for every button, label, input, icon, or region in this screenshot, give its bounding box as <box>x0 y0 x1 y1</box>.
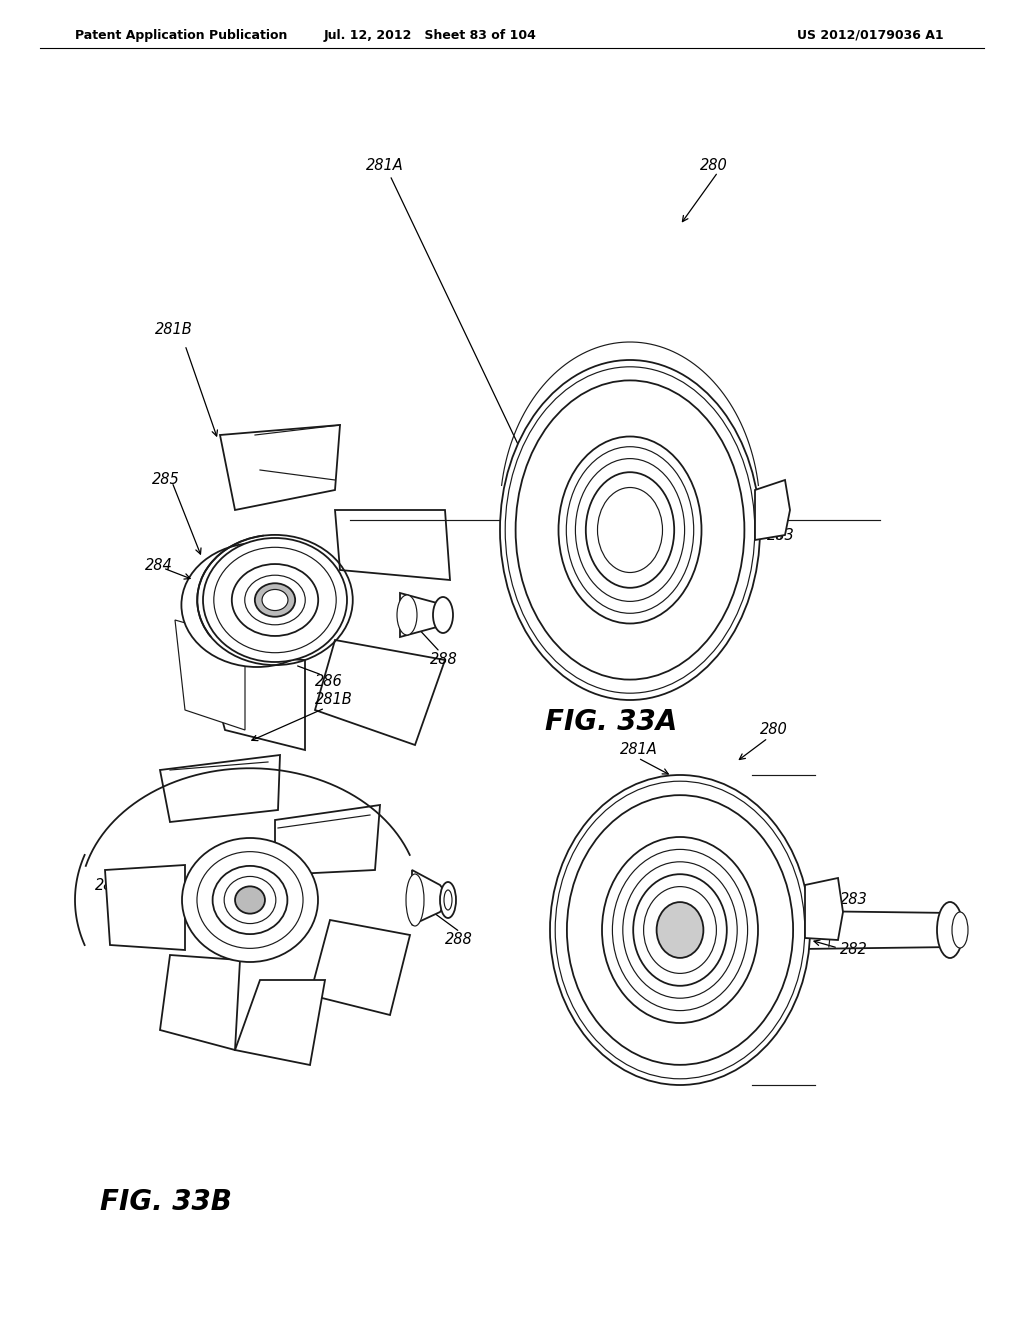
Text: 283: 283 <box>840 892 867 908</box>
Text: 281B: 281B <box>155 322 193 338</box>
Text: 281B: 281B <box>315 693 352 708</box>
Text: 281A: 281A <box>367 157 534 477</box>
Ellipse shape <box>245 576 305 624</box>
Polygon shape <box>310 920 410 1015</box>
Ellipse shape <box>262 590 288 611</box>
Ellipse shape <box>236 886 265 913</box>
Text: 282: 282 <box>840 942 867 957</box>
Text: FIG. 33B: FIG. 33B <box>100 1188 231 1216</box>
Ellipse shape <box>644 887 717 973</box>
Ellipse shape <box>182 838 318 962</box>
Ellipse shape <box>602 837 758 1023</box>
Polygon shape <box>160 755 280 822</box>
Ellipse shape <box>633 874 727 986</box>
Ellipse shape <box>558 437 701 623</box>
Ellipse shape <box>500 360 760 700</box>
Ellipse shape <box>213 866 288 935</box>
Ellipse shape <box>440 882 456 917</box>
Ellipse shape <box>214 548 336 652</box>
Polygon shape <box>275 805 380 875</box>
Text: FIG. 33A: FIG. 33A <box>545 708 677 737</box>
Ellipse shape <box>586 473 674 587</box>
Polygon shape <box>175 620 245 730</box>
Polygon shape <box>234 979 325 1065</box>
Ellipse shape <box>397 595 417 635</box>
Text: 283: 283 <box>767 528 795 543</box>
Ellipse shape <box>203 539 347 663</box>
Polygon shape <box>412 870 450 925</box>
Text: 284: 284 <box>145 557 173 573</box>
Text: Jul. 12, 2012   Sheet 83 of 104: Jul. 12, 2012 Sheet 83 of 104 <box>324 29 537 41</box>
Text: 285: 285 <box>152 473 180 487</box>
Polygon shape <box>205 655 305 750</box>
Polygon shape <box>335 510 450 579</box>
Text: US 2012/0179036 A1: US 2012/0179036 A1 <box>797 29 943 41</box>
Ellipse shape <box>181 543 333 667</box>
Text: 286: 286 <box>95 878 123 892</box>
Text: Patent Application Publication: Patent Application Publication <box>75 29 288 41</box>
Text: 288: 288 <box>430 652 458 668</box>
Ellipse shape <box>231 564 318 636</box>
Ellipse shape <box>406 874 424 927</box>
Text: 280: 280 <box>760 722 787 738</box>
Ellipse shape <box>207 562 307 647</box>
Ellipse shape <box>239 590 275 620</box>
Ellipse shape <box>597 487 663 573</box>
Polygon shape <box>400 593 445 638</box>
Ellipse shape <box>937 902 963 958</box>
Polygon shape <box>315 640 445 744</box>
Polygon shape <box>755 480 790 540</box>
Ellipse shape <box>550 775 810 1085</box>
Text: 288: 288 <box>445 932 473 948</box>
Ellipse shape <box>656 902 703 958</box>
Text: 280: 280 <box>700 157 728 173</box>
Text: 286: 286 <box>315 675 343 689</box>
Ellipse shape <box>228 581 286 628</box>
Polygon shape <box>105 865 185 950</box>
Ellipse shape <box>224 876 275 924</box>
Ellipse shape <box>444 890 452 909</box>
Ellipse shape <box>952 912 968 948</box>
Ellipse shape <box>433 597 453 634</box>
Text: 281A: 281A <box>620 742 657 758</box>
Polygon shape <box>220 425 340 510</box>
Polygon shape <box>160 954 240 1049</box>
Ellipse shape <box>255 583 295 616</box>
Polygon shape <box>805 878 843 940</box>
Ellipse shape <box>197 851 303 948</box>
